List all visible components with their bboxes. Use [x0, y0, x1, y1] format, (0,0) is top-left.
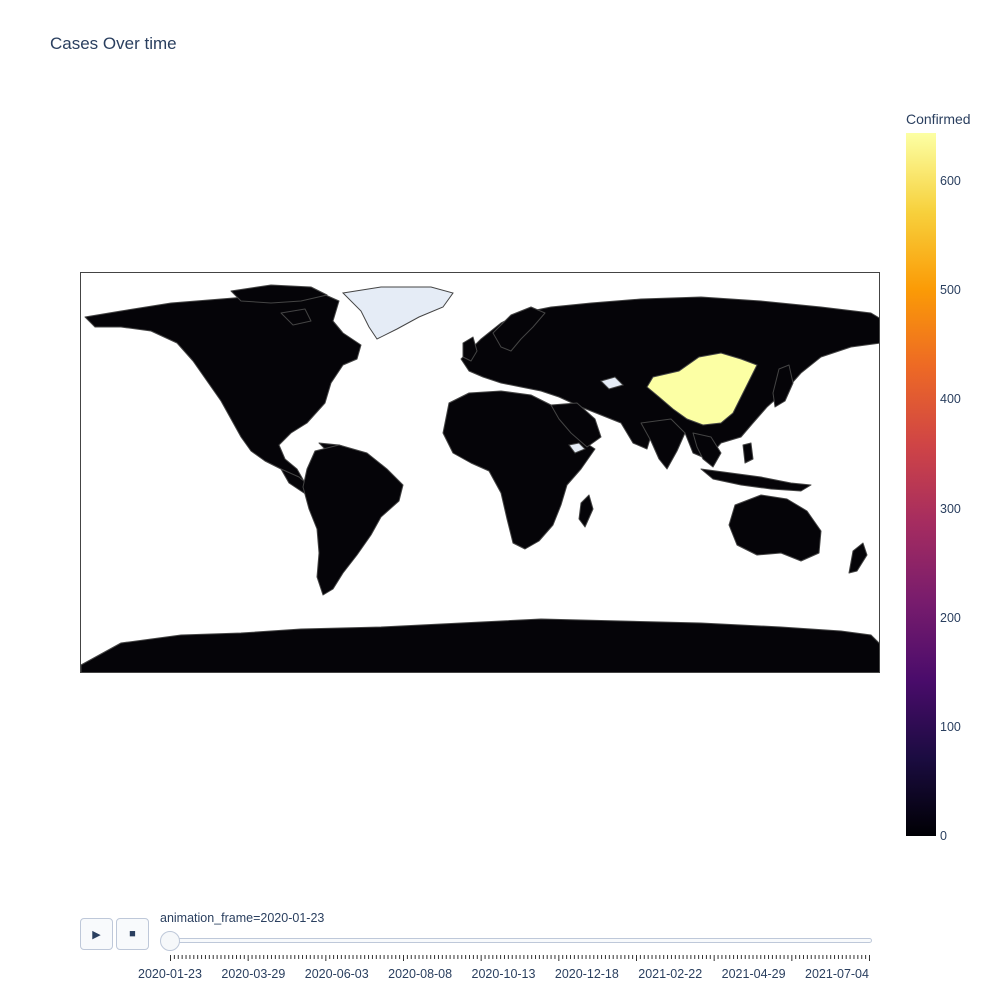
slider-tick-label: 2021-02-22 — [638, 967, 703, 981]
map-svg — [81, 284, 880, 673]
slider-tick-label: 2020-08-08 — [388, 967, 453, 981]
greenland[interactable] — [341, 286, 454, 340]
slider-tick-label: 2020-12-18 — [554, 967, 619, 981]
slider-tick-label: 2020-01-23 — [138, 967, 202, 981]
slider-grip[interactable] — [160, 931, 180, 951]
slider-rail[interactable] — [170, 938, 872, 943]
uk[interactable] — [462, 336, 478, 362]
japan[interactable] — [772, 364, 794, 408]
colorbar-title: Confirmed — [906, 111, 971, 127]
colorbar-tick-label: 600 — [940, 174, 961, 189]
south-america[interactable] — [302, 444, 404, 596]
indonesia[interactable] — [700, 468, 812, 492]
chart-title: Cases Over time — [50, 34, 177, 53]
north-america[interactable] — [84, 292, 362, 484]
slider-tick-label: 2020-03-29 — [221, 967, 286, 981]
turkmenistan[interactable] — [600, 376, 624, 390]
arctic-islands[interactable] — [230, 284, 328, 326]
china[interactable] — [646, 352, 758, 426]
world-map[interactable] — [80, 272, 880, 673]
africa[interactable] — [442, 390, 596, 550]
stop-button[interactable]: ■ — [116, 918, 149, 950]
colorbar-tick-label: 500 — [940, 283, 961, 298]
slider-tick-label: 2021-07-04 — [805, 967, 869, 981]
colorbar-tick-label: 100 — [940, 719, 961, 734]
philippines[interactable] — [742, 442, 754, 464]
colorbar-tick-label: 300 — [940, 501, 961, 516]
arabia[interactable] — [550, 402, 602, 448]
slider-tick-label: 2021-04-29 — [721, 967, 786, 981]
scandinavia[interactable] — [492, 306, 546, 352]
colorbar-tick-label: 400 — [940, 392, 961, 407]
play-icon: ▶ — [92, 928, 101, 941]
somaliland[interactable] — [568, 442, 586, 454]
madagascar[interactable] — [578, 494, 594, 528]
stop-icon: ■ — [129, 928, 136, 940]
play-button[interactable]: ▶ — [80, 918, 113, 950]
new-zealand[interactable] — [848, 542, 868, 574]
india[interactable] — [640, 418, 686, 470]
slider-tick-label: 2020-06-03 — [304, 967, 369, 981]
colorbar-tick-label: 200 — [940, 610, 961, 625]
slider-tick-label: 2020-10-13 — [471, 967, 536, 981]
slider-tick-marks — [170, 955, 870, 961]
colorbar — [906, 133, 936, 836]
antarctica[interactable] — [81, 618, 880, 673]
southeast-asia[interactable] — [692, 432, 722, 468]
slider-current-label: animation_frame=2020-01-23 — [160, 911, 325, 925]
australia[interactable] — [728, 494, 822, 562]
colorbar-tick-label: 0 — [940, 829, 947, 843]
